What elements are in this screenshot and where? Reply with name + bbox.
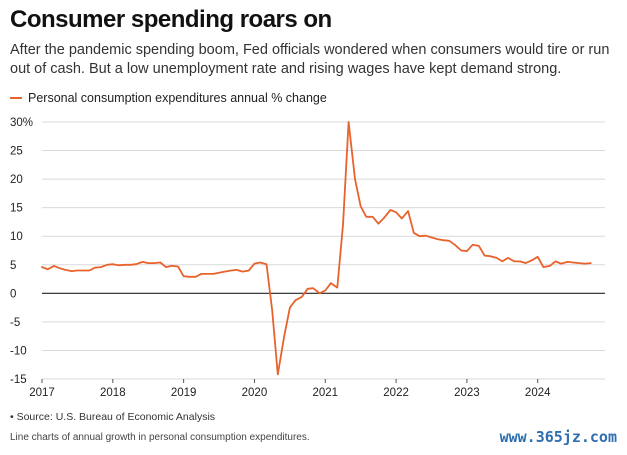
x-tick-label: 2023 (454, 387, 480, 398)
y-tick-label: 0 (10, 288, 16, 300)
y-tick-label: -5 (10, 317, 20, 329)
chart-title: Consumer spending roars on (10, 6, 332, 33)
y-tick-label: -10 (10, 345, 27, 357)
y-tick-label: 30% (10, 117, 33, 129)
series-layer (41, 121, 592, 376)
x-tick-label: 2021 (312, 387, 338, 398)
x-tick-label: 2019 (171, 387, 197, 398)
y-tick-label: -15 (10, 374, 27, 386)
y-tick-label: 20 (10, 174, 23, 186)
watermark: www.365jz.com (499, 428, 617, 446)
y-axis-ticks: 30% 25 20 15 10 5 0 -5 -10 -15 (10, 117, 33, 386)
legend-label: Personal consumption expenditures annual… (28, 91, 327, 105)
x-tick-label: 2020 (242, 387, 268, 398)
y-tick-label: 25 (10, 146, 23, 158)
x-tick-label: 2024 (525, 387, 551, 398)
series-line-pce (41, 121, 592, 376)
legend: Personal consumption expenditures annual… (10, 91, 327, 105)
x-tick-label: 2022 (383, 387, 409, 398)
source-note: • Source: U.S. Bureau of Economic Analys… (10, 411, 216, 423)
x-tick-label: 2018 (100, 387, 126, 398)
chart-caption: Line charts of annual growth in personal… (10, 432, 310, 443)
x-axis-ticks: 2017 2018 2019 2020 2021 2022 2023 2024 (29, 379, 551, 398)
legend-swatch (10, 97, 22, 99)
y-tick-label: 5 (10, 260, 16, 272)
grid-lines (42, 121, 605, 380)
x-tick-label: 2017 (29, 387, 55, 398)
y-tick-label: 10 (10, 231, 23, 243)
y-tick-label: 15 (10, 203, 23, 215)
chart-subtitle: After the pandemic spending boom, Fed of… (10, 42, 610, 77)
